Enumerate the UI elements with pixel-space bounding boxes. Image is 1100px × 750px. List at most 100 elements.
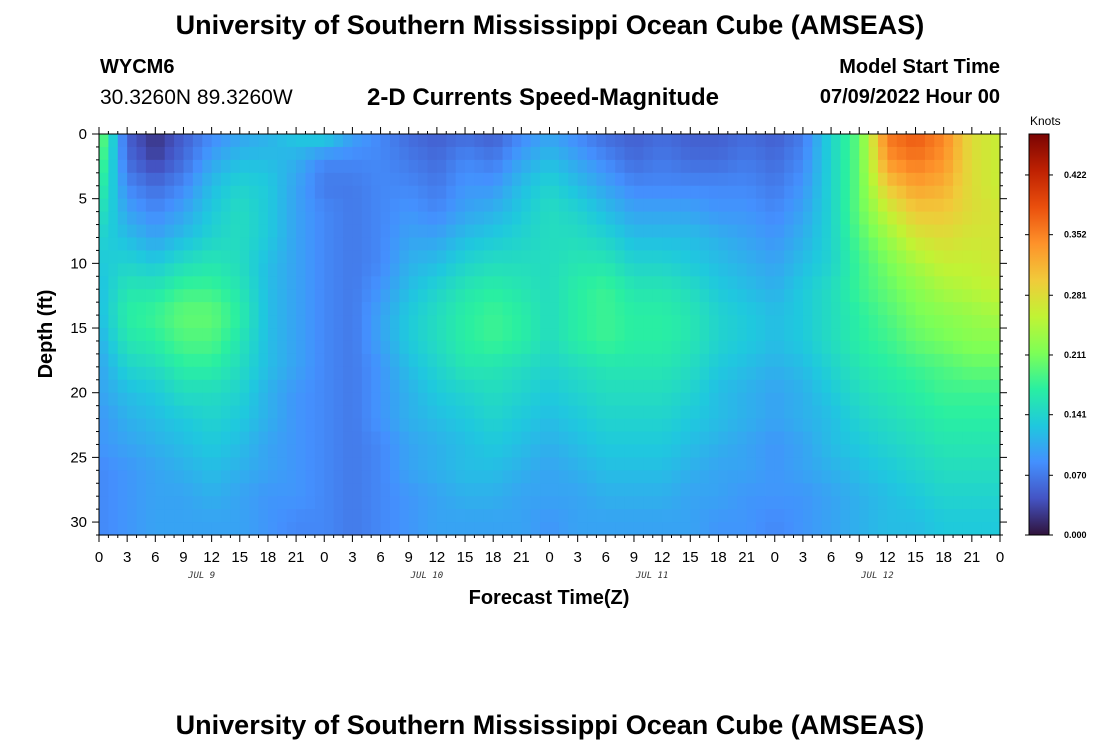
heatmap-cell (812, 289, 823, 303)
heatmap-cell (493, 250, 504, 264)
heatmap-cell (877, 211, 888, 226)
heatmap-cell (633, 276, 644, 290)
heatmap-cell (840, 302, 851, 316)
x-tick-label: 0 (545, 549, 553, 566)
heatmap-cell (324, 276, 335, 290)
heatmap-cell (831, 159, 842, 174)
heatmap-cell (296, 237, 307, 252)
heatmap-cell (230, 237, 241, 252)
heatmap-cell (662, 302, 673, 316)
heatmap-cell (915, 159, 926, 174)
heatmap-cell (596, 263, 607, 277)
heatmap-cell (690, 328, 701, 342)
heatmap-cell (680, 263, 691, 277)
heatmap-cell (277, 470, 288, 484)
heatmap-cell (624, 509, 635, 523)
heatmap-cell (305, 496, 316, 510)
colorbar-units: Knots (1030, 114, 1061, 128)
heatmap-cell (755, 276, 766, 290)
heatmap-cell (877, 134, 888, 148)
heatmap-cell (568, 198, 579, 213)
heatmap-cell (183, 172, 194, 187)
heatmap-cell (577, 522, 588, 536)
heatmap-cell (558, 353, 569, 368)
heatmap-cell (962, 379, 973, 394)
heatmap-cell (906, 315, 917, 329)
heatmap-cell (99, 328, 109, 342)
heatmap-cell (831, 444, 842, 458)
heatmap-cell (671, 431, 682, 446)
heatmap-cell (455, 172, 466, 187)
heatmap-cell (690, 392, 701, 407)
heatmap-cell (680, 353, 691, 368)
heatmap-cell (474, 134, 485, 148)
heatmap-cell (343, 379, 354, 394)
heatmap-cell (258, 328, 269, 342)
heatmap-cell (587, 509, 598, 523)
heatmap-cell (755, 470, 766, 484)
heatmap-cell (108, 444, 119, 458)
heatmap-cell (277, 276, 288, 290)
heatmap-cell (474, 470, 485, 484)
heatmap-cell (192, 134, 203, 148)
heatmap-cell (540, 146, 551, 161)
heatmap-cell (765, 328, 776, 342)
heatmap-cell (474, 353, 485, 368)
heatmap-cell (568, 496, 579, 510)
heatmap-cell (859, 470, 870, 484)
heatmap-cell (183, 302, 194, 316)
heatmap-cell (643, 224, 654, 239)
heatmap-cell (709, 353, 720, 368)
heatmap-cell (249, 302, 260, 316)
heatmap-cell (587, 237, 598, 252)
heatmap-cell (296, 405, 307, 420)
heatmap-cell (427, 418, 438, 433)
heatmap-cell (333, 340, 344, 355)
heatmap-cell (746, 340, 757, 355)
heatmap-cell (174, 431, 185, 446)
heatmap-cell (802, 198, 813, 213)
heatmap-cell (746, 379, 757, 394)
heatmap-cell (906, 509, 917, 523)
heatmap-cell (624, 470, 635, 484)
heatmap-cell (840, 457, 851, 471)
heatmap-cell (418, 444, 429, 458)
heatmap-cell (136, 431, 147, 446)
heatmap-cell (230, 392, 241, 407)
heatmap-cell (258, 302, 269, 316)
heatmap-cell (615, 496, 626, 510)
heatmap-cell (540, 159, 551, 174)
heatmap-cell (455, 444, 466, 458)
heatmap-cell (924, 159, 935, 174)
heatmap-cell (915, 379, 926, 394)
heatmap-cell (549, 172, 560, 187)
heatmap-cell (784, 353, 795, 368)
heatmap-cell (483, 185, 494, 200)
heatmap-cell (277, 185, 288, 200)
heatmap-cell (624, 328, 635, 342)
heatmap-cell (699, 224, 710, 239)
heatmap-cell (511, 159, 522, 174)
heatmap-cell (502, 159, 513, 174)
heatmap-cell (446, 172, 457, 187)
heatmap-cell (840, 159, 851, 174)
heatmap-cell (587, 250, 598, 264)
heatmap-cell (943, 263, 954, 277)
heatmap-cell (587, 418, 598, 433)
heatmap-cell (455, 431, 466, 446)
heatmap-cell (802, 250, 813, 264)
heatmap-cell (483, 224, 494, 239)
heatmap-cell (446, 509, 457, 523)
heatmap-cell (249, 198, 260, 213)
heatmap-cell (671, 159, 682, 174)
heatmap-cell (502, 250, 513, 264)
heatmap-cell (587, 146, 598, 161)
heatmap-cell (399, 172, 410, 187)
heatmap-cell (774, 211, 785, 226)
heatmap-cell (127, 431, 138, 446)
heatmap-cell (502, 340, 513, 355)
heatmap-cell (408, 224, 419, 239)
heatmap-cell (896, 134, 907, 148)
heatmap-cell (690, 496, 701, 510)
heatmap-cell (793, 315, 804, 329)
